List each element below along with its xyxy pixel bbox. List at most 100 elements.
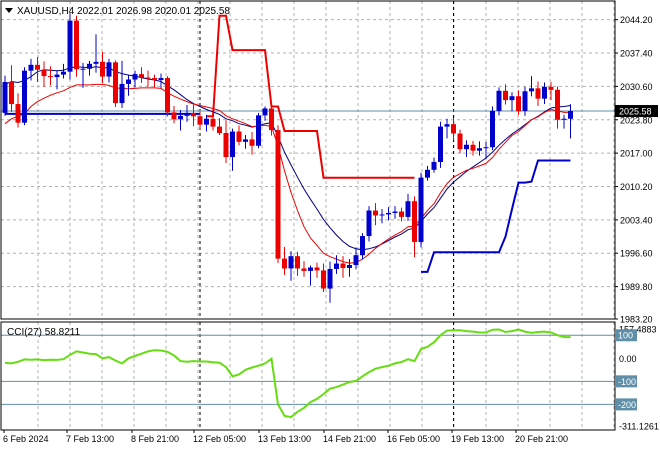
candle-body — [470, 144, 476, 151]
candle — [178, 109, 183, 131]
candle-body — [223, 133, 229, 158]
candle-body — [483, 147, 489, 149]
cci-tick-label: 100 — [618, 331, 633, 341]
candle-body — [269, 108, 274, 131]
candle-body — [236, 131, 242, 142]
candle-body — [139, 74, 144, 78]
candle — [477, 141, 482, 156]
candle — [496, 87, 502, 116]
candle-body — [249, 139, 255, 146]
candle-body — [431, 161, 437, 170]
candle — [555, 86, 560, 129]
time-tick-label: 7 Feb 13:00 — [66, 434, 114, 444]
candle-body — [100, 61, 105, 77]
candle-body — [535, 88, 541, 99]
price-tick-label: 2017.00 — [620, 149, 653, 159]
candle — [269, 105, 274, 136]
candle-body — [308, 267, 313, 271]
candle-body — [87, 63, 92, 69]
candle — [230, 128, 235, 171]
candle — [295, 251, 300, 276]
price-tick-label: 2037.40 — [620, 49, 653, 59]
candle — [100, 52, 105, 83]
candle-body — [373, 210, 378, 216]
candle — [35, 56, 40, 82]
candle-body — [314, 267, 320, 271]
candle — [334, 255, 339, 274]
cci-level-box — [615, 398, 637, 411]
candle — [392, 206, 398, 219]
candle — [152, 74, 157, 88]
candle — [340, 256, 346, 278]
candle — [360, 233, 365, 260]
candle-body — [522, 91, 528, 111]
candle-body — [178, 115, 183, 120]
candle — [288, 251, 294, 281]
candle-body — [412, 201, 417, 242]
candle — [87, 60, 92, 76]
candle — [561, 114, 567, 129]
candle-body — [171, 112, 177, 120]
cci-level-box — [615, 329, 637, 342]
candle — [321, 263, 326, 293]
candle — [353, 247, 359, 270]
candle-body — [243, 139, 248, 142]
candle-body — [145, 77, 151, 79]
time-tick-label: 6 Feb 2024 — [3, 434, 49, 444]
candle — [145, 70, 151, 87]
candle — [9, 65, 14, 112]
symbol-header: XAUUSD,H4 2022.01 2026.98 2020.01 2025.5… — [17, 6, 230, 17]
candle — [236, 125, 242, 146]
candle-body — [61, 71, 66, 75]
candle — [412, 196, 417, 258]
candle — [80, 62, 86, 88]
candle — [106, 58, 112, 83]
candle-body — [347, 265, 352, 268]
candle-body — [28, 64, 34, 71]
candle — [418, 172, 424, 248]
candle-body — [444, 124, 450, 127]
candle — [464, 140, 469, 158]
candle-body — [275, 130, 281, 259]
candle — [249, 132, 255, 155]
cci-tick-label: 0.00 — [619, 354, 637, 364]
candle — [184, 105, 190, 122]
candle-body — [48, 76, 53, 78]
candle-body — [360, 236, 365, 256]
candle-body — [392, 211, 398, 213]
candle-body — [217, 126, 222, 134]
fast-moving-average-line — [4, 83, 571, 264]
candle-body — [288, 256, 294, 269]
candle — [308, 265, 313, 286]
price-tick-label: 2010.20 — [620, 182, 653, 192]
candle — [399, 207, 404, 222]
candle — [41, 61, 47, 87]
candle-body — [386, 213, 391, 215]
candle — [126, 74, 131, 96]
candle — [61, 63, 66, 79]
candle — [425, 165, 430, 181]
candle — [457, 129, 463, 154]
candle-body — [119, 83, 125, 104]
price-tick-label: 2044.20 — [620, 15, 653, 25]
symbol-menu-triangle-icon[interactable] — [5, 8, 13, 13]
candle — [438, 121, 443, 168]
price-tick-label: 1989.80 — [620, 282, 653, 292]
candle-body — [191, 112, 196, 117]
candle — [48, 66, 53, 86]
candle — [15, 93, 21, 128]
candle — [74, 15, 79, 77]
candle-body — [477, 148, 482, 151]
candle-body — [555, 89, 560, 120]
candle-body — [542, 86, 547, 99]
cci-header: CCI(27) 58.8211 — [7, 327, 81, 338]
candle — [327, 261, 333, 303]
time-tick-label: 13 Feb 13:00 — [258, 434, 311, 444]
candle — [54, 70, 60, 90]
candle — [275, 125, 281, 264]
candle — [379, 209, 385, 224]
candle-body — [340, 263, 346, 268]
cci-tick-label: -311.1261 — [619, 422, 659, 432]
